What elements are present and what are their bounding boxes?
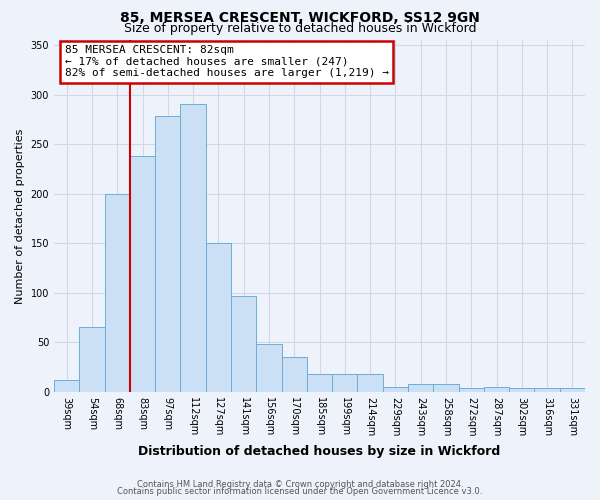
Bar [509, 388, 535, 392]
Bar [155, 116, 181, 392]
Bar [104, 194, 130, 392]
Bar [358, 374, 383, 392]
Bar [206, 243, 231, 392]
Bar [231, 296, 256, 392]
Bar [383, 387, 408, 392]
Text: Contains public sector information licensed under the Open Government Licence v3: Contains public sector information licen… [118, 487, 482, 496]
Bar [181, 104, 206, 392]
Text: 85 MERSEA CRESCENT: 82sqm
← 17% of detached houses are smaller (247)
82% of semi: 85 MERSEA CRESCENT: 82sqm ← 17% of detac… [65, 46, 389, 78]
Bar [307, 374, 332, 392]
Text: Contains HM Land Registry data © Crown copyright and database right 2024.: Contains HM Land Registry data © Crown c… [137, 480, 463, 489]
Bar [433, 384, 458, 392]
Bar [458, 388, 484, 392]
Bar [560, 388, 585, 392]
Bar [484, 387, 509, 392]
Text: 85, MERSEA CRESCENT, WICKFORD, SS12 9GN: 85, MERSEA CRESCENT, WICKFORD, SS12 9GN [120, 11, 480, 25]
X-axis label: Distribution of detached houses by size in Wickford: Distribution of detached houses by size … [139, 444, 500, 458]
Bar [256, 344, 281, 392]
Bar [54, 380, 79, 392]
Text: Size of property relative to detached houses in Wickford: Size of property relative to detached ho… [124, 22, 476, 35]
Bar [130, 156, 155, 392]
Bar [535, 388, 560, 392]
Bar [408, 384, 433, 392]
Y-axis label: Number of detached properties: Number of detached properties [15, 128, 25, 304]
Bar [332, 374, 358, 392]
Bar [79, 328, 104, 392]
Bar [281, 357, 307, 392]
